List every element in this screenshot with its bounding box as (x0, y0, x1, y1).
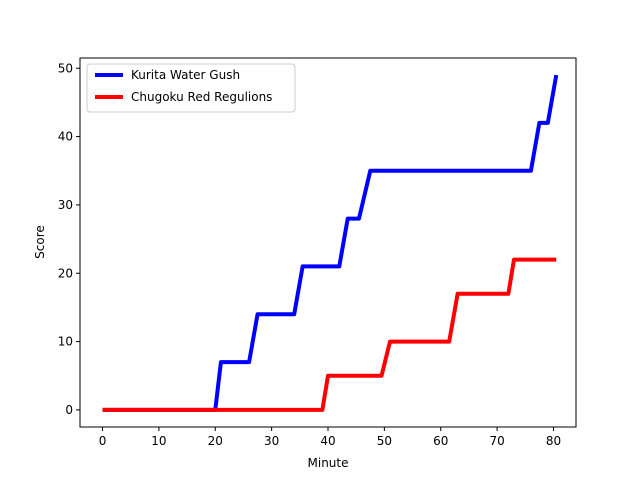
legend: Kurita Water Gush Chugoku Red Regulions (86, 63, 296, 113)
x-tick-label: 10 (151, 434, 166, 448)
x-tick-label: 70 (489, 434, 504, 448)
legend-label: Chugoku Red Regulions (131, 90, 272, 104)
x-tick-label: 60 (433, 434, 448, 448)
legend-label: Kurita Water Gush (131, 68, 240, 82)
x-tick-label: 40 (320, 434, 335, 448)
y-tick-label: 10 (58, 335, 73, 349)
x-tick-label: 80 (546, 434, 561, 448)
x-axis: 0 10 20 30 40 50 60 70 80 (99, 427, 561, 448)
x-axis-title: Minute (308, 456, 349, 470)
x-tick-label: 50 (377, 434, 392, 448)
y-tick-label: 50 (58, 61, 73, 75)
legend-box (86, 63, 296, 113)
x-tick-label: 0 (99, 434, 107, 448)
y-axis-title: Score (33, 225, 47, 259)
y-axis: 0 10 20 30 40 50 (58, 61, 80, 417)
x-tick-label: 20 (208, 434, 223, 448)
y-tick-label: 40 (58, 130, 73, 144)
y-tick-label: 20 (58, 266, 73, 280)
y-tick-label: 30 (58, 198, 73, 212)
x-tick-label: 30 (264, 434, 279, 448)
y-tick-label: 0 (65, 403, 73, 417)
series-line-2 (102, 257, 557, 412)
series-line-1 (102, 74, 559, 412)
series-layer (102, 74, 559, 412)
